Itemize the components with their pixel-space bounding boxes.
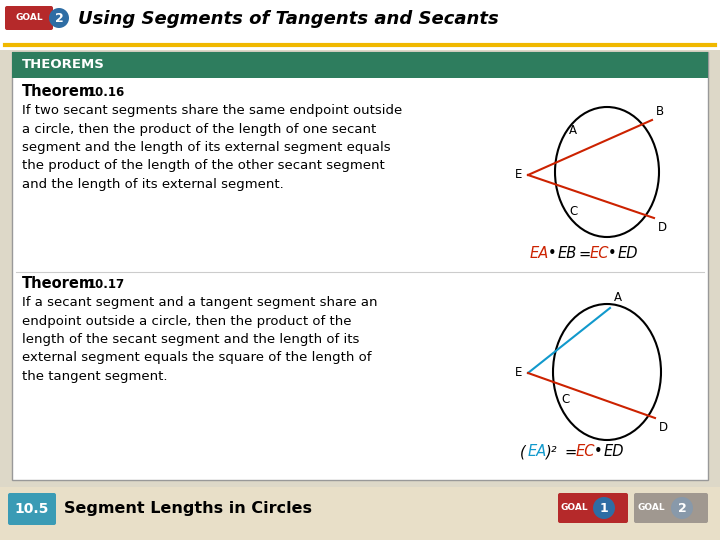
FancyBboxPatch shape [12, 52, 708, 480]
Circle shape [593, 497, 615, 519]
Text: A: A [614, 291, 622, 304]
Text: C: C [562, 393, 570, 406]
Text: Segment Lengths in Circles: Segment Lengths in Circles [64, 502, 312, 516]
Text: =: = [578, 246, 590, 261]
Text: GOAL: GOAL [15, 14, 42, 23]
Text: EA: EA [530, 246, 549, 261]
Text: E: E [515, 168, 522, 181]
FancyBboxPatch shape [5, 6, 53, 30]
FancyBboxPatch shape [0, 487, 720, 540]
Text: 10.16: 10.16 [88, 85, 125, 98]
Text: Using Segments of Tangents and Secants: Using Segments of Tangents and Secants [78, 10, 499, 28]
Text: =: = [564, 444, 576, 460]
Text: ED: ED [604, 444, 624, 460]
Text: E: E [515, 367, 522, 380]
Text: THEOREMS: THEOREMS [22, 58, 105, 71]
Text: EB: EB [558, 246, 577, 261]
Text: ED: ED [618, 246, 639, 261]
FancyBboxPatch shape [8, 493, 56, 525]
Text: If two secant segments share the same endpoint outside
a circle, then the produc: If two secant segments share the same en… [22, 104, 402, 191]
FancyBboxPatch shape [558, 493, 628, 523]
Text: (: ( [520, 444, 526, 460]
Text: •: • [594, 444, 603, 460]
Circle shape [671, 497, 693, 519]
Text: GOAL: GOAL [560, 503, 588, 512]
Text: 10.5: 10.5 [15, 502, 49, 516]
FancyBboxPatch shape [12, 52, 708, 78]
FancyBboxPatch shape [634, 493, 708, 523]
Text: Theorem: Theorem [22, 84, 95, 99]
FancyBboxPatch shape [0, 0, 720, 50]
Text: C: C [570, 205, 578, 218]
Circle shape [49, 8, 69, 28]
Text: EC: EC [590, 246, 610, 261]
Text: 2: 2 [55, 11, 63, 24]
Text: 10.17: 10.17 [88, 278, 125, 291]
Text: EA: EA [528, 444, 547, 460]
Text: GOAL: GOAL [637, 503, 665, 512]
Text: EC: EC [576, 444, 595, 460]
Text: D: D [659, 421, 668, 434]
Text: •: • [548, 246, 557, 261]
Text: •: • [608, 246, 616, 261]
Text: B: B [656, 105, 664, 118]
Text: 2: 2 [678, 502, 686, 515]
Text: If a secant segment and a tangent segment share an
endpoint outside a circle, th: If a secant segment and a tangent segmen… [22, 296, 377, 383]
Text: D: D [658, 221, 667, 234]
Text: Theorem: Theorem [22, 276, 95, 292]
Text: A: A [569, 124, 577, 137]
Text: 1: 1 [600, 502, 608, 515]
Text: )²: )² [546, 444, 557, 460]
